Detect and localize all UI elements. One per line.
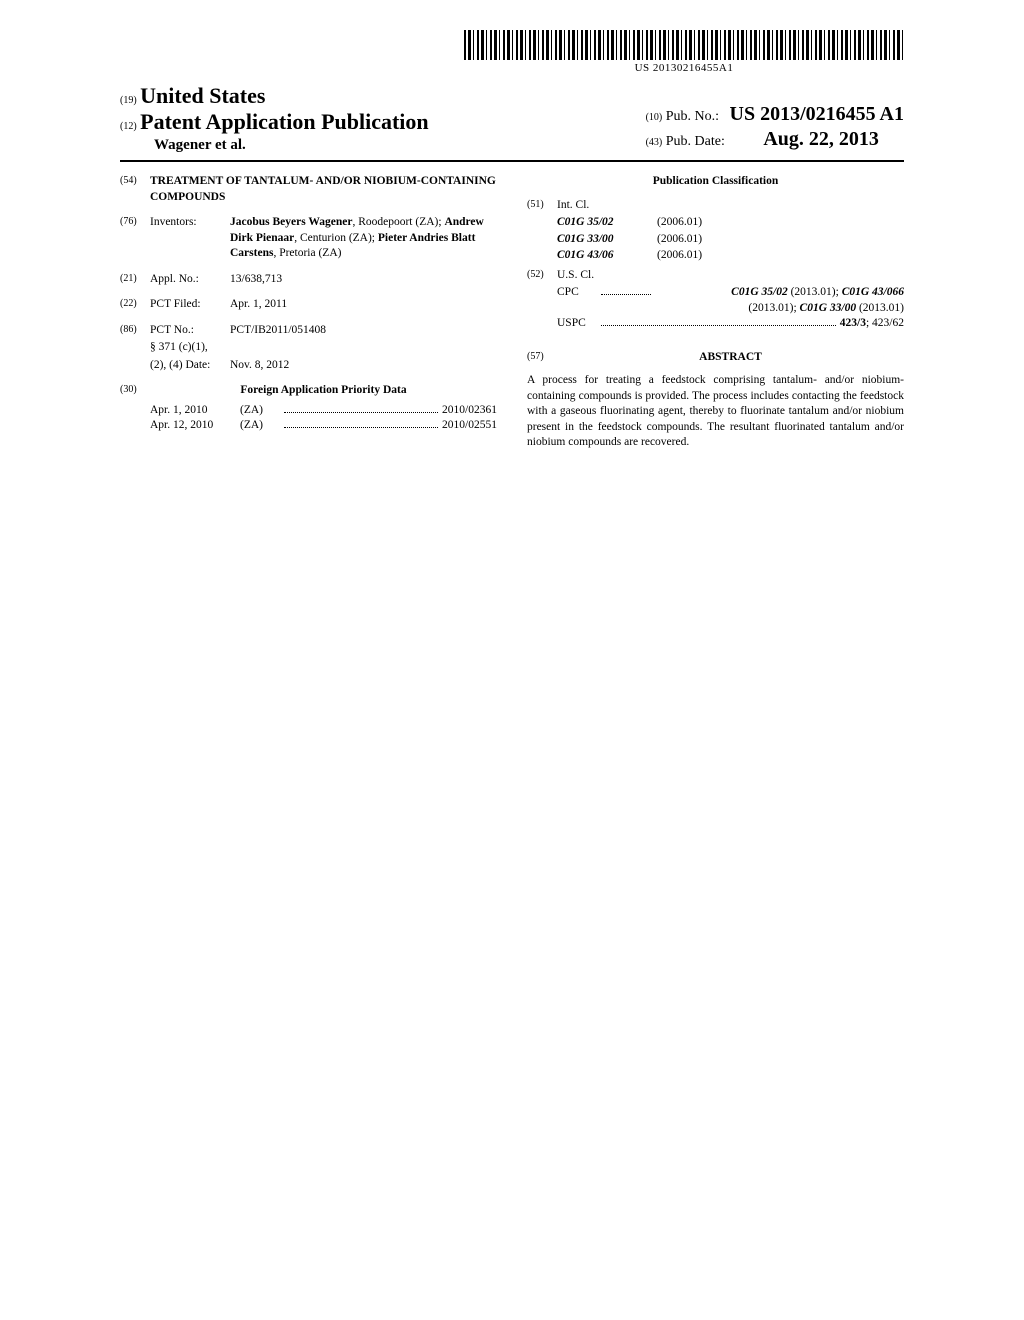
priority-num: 2010/02551 — [442, 418, 497, 434]
inventors-row: (76) Inventors: Jacobus Beyers Wagener, … — [120, 215, 497, 262]
s371-date-label: (2), (4) Date: — [150, 358, 230, 374]
pct-no-value: PCT/IB2011/051408 — [230, 323, 497, 339]
pct-filed-row: (22) PCT Filed: Apr. 1, 2011 — [120, 297, 497, 313]
priority-table: Apr. 1, 2010(ZA)2010/02361Apr. 12, 2010(… — [150, 403, 497, 434]
pub-no: US 2013/0216455 A1 — [730, 103, 904, 125]
uscl-num: (52) — [527, 268, 557, 284]
authors: Wagener et al. — [154, 137, 429, 154]
intcl-list: C01G 35/02(2006.01)C01G 33/00(2006.01)C0… — [557, 215, 904, 264]
pub-date: Aug. 22, 2013 — [763, 128, 879, 150]
dots — [284, 412, 438, 413]
intcl-ver: (2006.01) — [657, 215, 702, 231]
header-left: (19) United States (12) Patent Applicati… — [120, 83, 429, 154]
doc-type: Patent Application Publication — [140, 109, 428, 134]
appl-no-label: Appl. No.: — [150, 272, 230, 288]
right-column: Publication Classification (51) Int. Cl.… — [527, 174, 904, 451]
s371-date-row: (2), (4) Date: Nov. 8, 2012 — [150, 358, 497, 374]
inventors-label: Inventors: — [150, 215, 230, 262]
body-columns: (54) TREATMENT OF TANTALUM- AND/OR NIOBI… — [120, 174, 904, 451]
pct-filed-label: PCT Filed: — [150, 297, 230, 313]
doc-type-num: (12) — [120, 121, 137, 132]
pub-no-num: (10) — [646, 112, 663, 123]
abstract-text: A process for treating a feedstock compr… — [527, 373, 904, 451]
pub-date-label: Pub. Date: — [666, 134, 725, 149]
inventors-value: Jacobus Beyers Wagener, Roodepoort (ZA);… — [230, 215, 497, 262]
pct-no-label: PCT No.: — [150, 323, 230, 339]
priority-row: Apr. 12, 2010(ZA) 2010/02551 — [150, 418, 497, 434]
cpc-line2: (2013.01); C01G 33/00 (2013.01) — [527, 301, 904, 317]
uspc-label: USPC — [557, 316, 597, 332]
uspc-row: USPC 423/3; 423/62 — [557, 316, 904, 332]
country-num: (19) — [120, 95, 137, 106]
abstract-num: (57) — [527, 350, 557, 366]
dots — [601, 294, 651, 295]
cpc-line1: C01G 35/02 (2013.01); C01G 43/066 — [655, 285, 904, 301]
dots — [284, 427, 438, 428]
priority-row: Apr. 1, 2010(ZA) 2010/02361 — [150, 403, 497, 419]
intcl-code: C01G 43/06 — [557, 248, 657, 264]
barcode-area: US 20130216455A1 — [120, 30, 904, 75]
intcl-code: C01G 35/02 — [557, 215, 657, 231]
s371-date-value: Nov. 8, 2012 — [230, 358, 497, 374]
inventors-num: (76) — [120, 215, 150, 262]
pct-no-num: (86) — [120, 323, 150, 339]
appl-no-value: 13/638,713 — [230, 272, 497, 288]
appl-no-num: (21) — [120, 272, 150, 288]
pct-no-row: (86) PCT No.: PCT/IB2011/051408 — [120, 323, 497, 339]
left-column: (54) TREATMENT OF TANTALUM- AND/OR NIOBI… — [120, 174, 497, 451]
foreign-heading: Foreign Application Priority Data — [150, 383, 497, 399]
cpc-label: CPC — [557, 285, 597, 301]
country: United States — [140, 83, 265, 108]
barcode-stripes — [464, 30, 904, 60]
priority-cc: (ZA) — [240, 403, 280, 419]
intcl-item: C01G 33/00(2006.01) — [557, 232, 904, 248]
intcl-ver: (2006.01) — [657, 232, 702, 248]
intcl-label: Int. Cl. — [557, 198, 904, 214]
cpc-row: CPC C01G 35/02 (2013.01); C01G 43/066 — [557, 285, 904, 301]
uspc-value: 423/3; 423/62 — [840, 316, 904, 332]
s371-label: § 371 (c)(1), — [150, 340, 497, 356]
uscl-label: U.S. Cl. — [557, 268, 904, 284]
title-num: (54) — [120, 174, 150, 205]
intcl-item: C01G 43/06(2006.01) — [557, 248, 904, 264]
abstract-heading-row: (57) ABSTRACT — [527, 350, 904, 366]
header-right: (10) Pub. No.: US 2013/0216455 A1 (43) P… — [646, 83, 904, 153]
classification-heading: Publication Classification — [527, 174, 904, 190]
abstract-heading: ABSTRACT — [557, 350, 904, 366]
priority-cc: (ZA) — [240, 418, 280, 434]
barcode: US 20130216455A1 — [464, 30, 904, 74]
intcl-ver: (2006.01) — [657, 248, 702, 264]
uscl-row: (52) U.S. Cl. — [527, 268, 904, 284]
pct-filed-value: Apr. 1, 2011 — [230, 297, 497, 313]
pub-date-num: (43) — [646, 137, 663, 148]
uspc-rest: ; 423/62 — [866, 317, 904, 329]
pct-filed-num: (22) — [120, 297, 150, 313]
foreign-priority-row: (30) Foreign Application Priority Data — [120, 383, 497, 399]
pub-no-label: Pub. No.: — [666, 109, 719, 124]
dots — [601, 325, 836, 326]
title-text: TREATMENT OF TANTALUM- AND/OR NIOBIUM-CO… — [150, 174, 497, 205]
barcode-text: US 20130216455A1 — [464, 62, 904, 74]
uspc-bold: 423/3 — [840, 317, 866, 329]
appl-no-row: (21) Appl. No.: 13/638,713 — [120, 272, 497, 288]
intcl-item: C01G 35/02(2006.01) — [557, 215, 904, 231]
header-section: (19) United States (12) Patent Applicati… — [120, 83, 904, 162]
priority-date: Apr. 12, 2010 — [150, 418, 240, 434]
priority-num: 2010/02361 — [442, 403, 497, 419]
title-row: (54) TREATMENT OF TANTALUM- AND/OR NIOBI… — [120, 174, 497, 205]
foreign-num: (30) — [120, 383, 150, 399]
intcl-num: (51) — [527, 198, 557, 214]
intcl-code: C01G 33/00 — [557, 232, 657, 248]
intcl-row: (51) Int. Cl. — [527, 198, 904, 214]
priority-date: Apr. 1, 2010 — [150, 403, 240, 419]
